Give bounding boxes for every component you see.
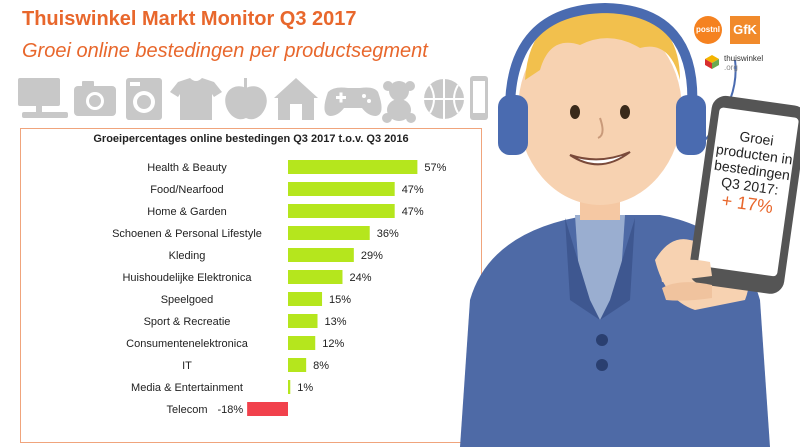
value-label: 1% — [297, 382, 313, 394]
value-label: 29% — [361, 250, 383, 262]
bar — [288, 182, 395, 196]
value-label: 47% — [402, 206, 424, 218]
thuiswinkel-cube-icon — [704, 54, 720, 70]
bar — [288, 226, 370, 240]
category-icon-row — [18, 76, 488, 123]
category-label: Speelgoed — [161, 294, 214, 306]
value-label: 24% — [349, 272, 371, 284]
bar — [288, 160, 418, 174]
camera-icon — [74, 81, 116, 116]
value-label: 47% — [402, 184, 424, 196]
basketball-icon — [424, 79, 464, 119]
bar — [288, 292, 323, 306]
phone-screen — [698, 107, 799, 277]
teddy-bear-icon — [382, 81, 416, 123]
house-icon — [274, 78, 318, 120]
phone-text: Groei producten in bestedingen Q3 2017: … — [707, 125, 798, 217]
page-title: Thuiswinkel Markt Monitor Q3 2017 — [22, 8, 357, 30]
category-label: Kleding — [169, 250, 206, 262]
category-label: Food/Nearfood — [150, 184, 223, 196]
jacket-button-icon — [596, 334, 608, 346]
bar — [288, 336, 316, 350]
category-label: Sport & Recreatie — [144, 316, 231, 328]
tshirt-icon — [170, 78, 222, 120]
category-label: Home & Garden — [147, 206, 226, 218]
category-label: Consumentenelektronica — [126, 338, 249, 350]
category-label: Huishoudelijke Elektronica — [122, 272, 252, 284]
smartphone-icon — [470, 76, 488, 120]
value-label: 12% — [322, 338, 344, 350]
washing-machine-icon — [126, 78, 162, 120]
bar — [288, 380, 291, 394]
person-illustration — [460, 2, 800, 447]
bar — [288, 314, 318, 328]
value-label: 57% — [424, 162, 446, 174]
bar-chart: Health & Beauty 57% Food/Nearfood 47% Home &… — [112, 160, 447, 416]
chart-title: Groeipercentages online bestedingen Q3 2… — [93, 133, 409, 145]
value-label: 36% — [377, 228, 399, 240]
page-subtitle: Groei online bestedingen per productsegm… — [22, 40, 428, 62]
category-label: IT — [182, 360, 192, 372]
thuiswinkel-logo: thuiswinkel .org — [724, 54, 764, 72]
postnl-logo: postnl — [694, 16, 722, 44]
category-label: Health & Beauty — [147, 162, 227, 174]
value-label: 13% — [325, 316, 347, 328]
value-label: 15% — [329, 294, 351, 306]
jacket-button-icon — [596, 359, 608, 371]
headphone-left-icon — [498, 95, 528, 155]
headphone-right-icon — [676, 95, 706, 155]
chart-panel: Groeipercentages online bestedingen Q3 2… — [20, 128, 482, 443]
category-label: Telecom — [167, 404, 208, 416]
logo-group: postnl GfK thuiswinkel .org — [690, 14, 790, 74]
bar — [247, 402, 288, 416]
category-label: Schoenen & Personal Lifestyle — [112, 228, 262, 240]
gfk-logo: GfK — [730, 16, 760, 44]
bar — [288, 248, 354, 262]
apple-icon — [225, 78, 267, 120]
value-label: -18% — [217, 404, 243, 416]
gamepad-icon — [324, 87, 382, 116]
bar — [288, 204, 395, 218]
category-label: Media & Entertainment — [131, 382, 243, 394]
computer-icon — [18, 78, 68, 118]
bar — [288, 270, 343, 284]
bar — [288, 358, 307, 372]
value-label: 8% — [313, 360, 329, 372]
